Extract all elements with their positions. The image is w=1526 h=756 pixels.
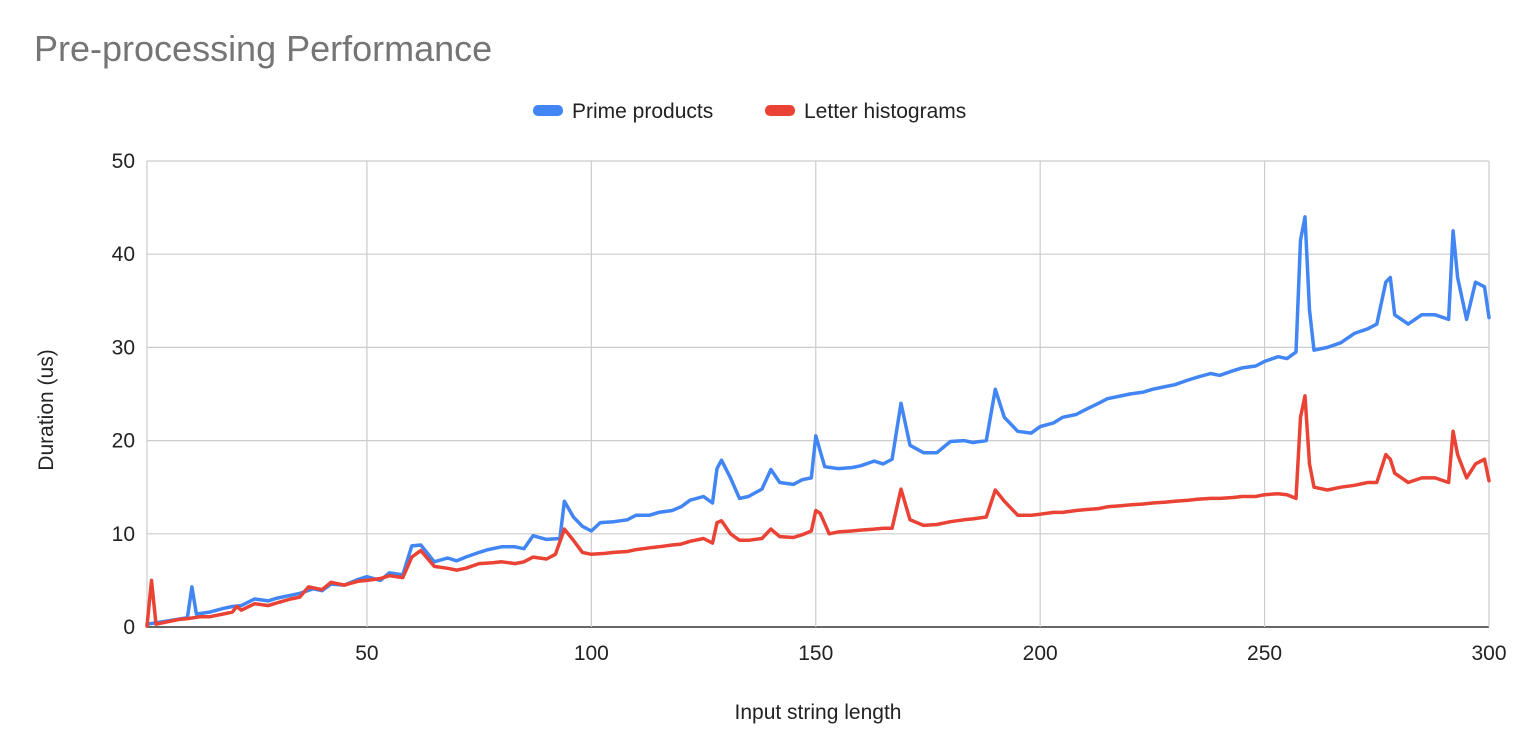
- y-tick-label: 40: [112, 243, 135, 266]
- legend-swatch-prime-products: [533, 105, 563, 116]
- tick-labels: 0 10 20 30 40 50 50 100 150 200 250 300: [112, 150, 1507, 665]
- x-tick-label: 300: [1471, 642, 1506, 665]
- legend-swatch-letter-histograms: [765, 105, 795, 116]
- series-line-letter-histograms: [145, 394, 1491, 628]
- y-axis-title: Duration (us): [35, 349, 58, 470]
- y-tick-label: 20: [112, 430, 135, 453]
- legend-label-prime-products: Prime products: [572, 100, 713, 123]
- y-tick-label: 0: [123, 616, 135, 639]
- x-tick-label: 50: [355, 642, 378, 665]
- x-tick-label: 100: [574, 642, 609, 665]
- legend-item-prime-products[interactable]: Prime products: [533, 100, 713, 123]
- x-tick-label: 200: [1023, 642, 1058, 665]
- x-tick-label: 150: [798, 642, 833, 665]
- gridlines: [146, 160, 1490, 628]
- y-tick-label: 50: [112, 150, 135, 173]
- chart-title: Pre-processing Performance: [34, 28, 493, 69]
- series-line-prime-products: [145, 215, 1491, 626]
- series-lines: [145, 215, 1491, 628]
- y-tick-label: 30: [112, 336, 135, 359]
- legend-label-letter-histograms: Letter histograms: [804, 100, 966, 123]
- y-tick-label: 10: [112, 523, 135, 546]
- legend-item-letter-histograms[interactable]: Letter histograms: [765, 100, 966, 123]
- x-axis-title: Input string length: [735, 701, 902, 724]
- x-tick-label: 250: [1247, 642, 1282, 665]
- legend: Prime products Letter histograms: [533, 100, 966, 123]
